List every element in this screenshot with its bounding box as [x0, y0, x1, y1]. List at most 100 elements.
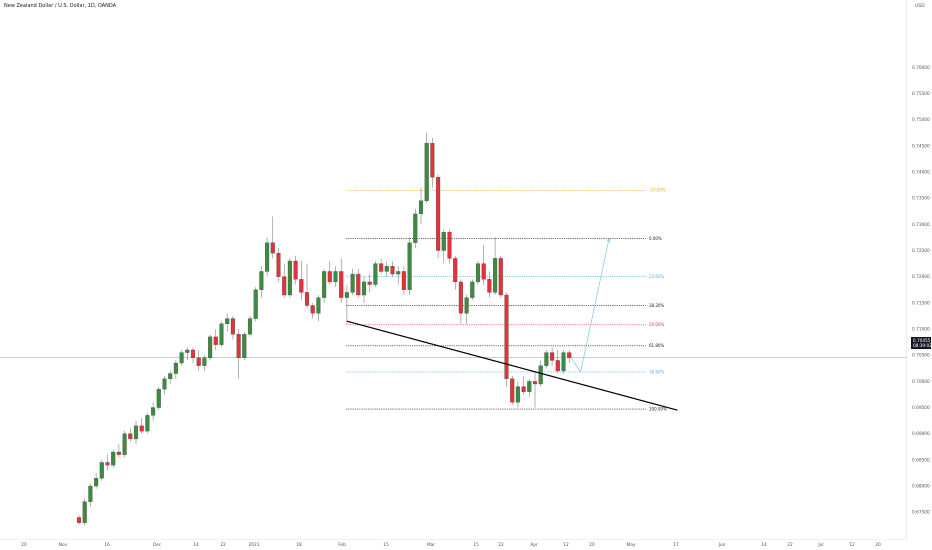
candle-body: [470, 281, 475, 298]
x-tick-label: 14: [761, 542, 767, 548]
candle-body: [567, 352, 572, 358]
projection-arrow: [570, 238, 610, 373]
y-tick-label: 0.68000: [912, 484, 930, 490]
y-tick-label: 0.69500: [912, 405, 930, 411]
x-tick-label: 12: [563, 542, 569, 548]
x-tick-label: Jul: [817, 542, 823, 548]
candle-body: [390, 266, 395, 275]
fib-level-label: 23.60%: [649, 274, 664, 279]
candle-body: [453, 258, 458, 283]
candle-body: [88, 485, 93, 502]
x-tick-label: 15: [473, 542, 479, 548]
trendline: [346, 320, 678, 411]
candle-body: [532, 381, 538, 385]
y-tick-label: 0.71500: [912, 300, 930, 306]
y-tick-label: 0.74000: [912, 170, 930, 176]
candle-body: [230, 318, 235, 335]
candle-body: [413, 213, 418, 243]
candle-body: [219, 323, 224, 345]
candle-body: [504, 294, 509, 379]
x-tick-label: Dec: [153, 542, 162, 548]
y-tick-label: 0.70000: [912, 379, 930, 385]
candle-body: [367, 281, 372, 285]
candle-body: [190, 349, 196, 358]
x-tick-label: 20: [21, 542, 27, 548]
x-tick-label: 20: [875, 542, 881, 548]
candle-body: [287, 260, 292, 296]
candle-body: [498, 258, 503, 296]
candle-body: [247, 318, 253, 335]
candle-body: [168, 373, 173, 379]
candle-body: [521, 386, 526, 392]
candle-body: [133, 425, 139, 440]
candle-body: [208, 336, 213, 358]
x-tick-label: 22: [498, 542, 504, 548]
candle-body: [327, 271, 332, 283]
x-tick-label: 15: [383, 542, 389, 548]
chart-title: New Zealand Dollar / U.S. Dollar, 1D, OA…: [4, 3, 117, 9]
x-tick-label: 17: [673, 542, 679, 548]
candle-body: [304, 292, 310, 306]
candle-body: [550, 352, 555, 361]
candle-body: [276, 252, 281, 277]
candle-body: [94, 478, 99, 487]
y-tick-label: 0.71000: [912, 327, 930, 333]
fib-level-label: 61.80%: [649, 343, 664, 348]
x-tick-label: 16: [104, 542, 110, 548]
candle-body: [361, 281, 367, 296]
candle-body: [162, 378, 167, 390]
candle-body: [116, 451, 121, 455]
candle-body: [555, 360, 560, 372]
bar-countdown: 08:39:02: [913, 343, 932, 348]
candle-body: [430, 143, 435, 178]
candle-body: [344, 292, 349, 298]
candle-body: [76, 517, 82, 523]
candle-body: [515, 386, 520, 403]
candle-body: [122, 433, 127, 455]
y-tick-label: 0.68500: [912, 457, 930, 463]
candle-body: [464, 297, 469, 314]
candle-body: [105, 462, 110, 466]
candle-body: [270, 242, 275, 254]
candle-body: [561, 352, 566, 372]
current-price-value: 0.70455: [913, 338, 931, 343]
candle-body: [145, 415, 150, 432]
projection-arrowhead: [606, 237, 611, 243]
y-tick-label: 0.72000: [912, 274, 930, 280]
x-tick-label: Apr: [530, 542, 538, 548]
candle-body: [236, 334, 241, 358]
candle-body: [299, 279, 304, 293]
candle-body: [225, 318, 230, 324]
x-tick-label: Jun: [718, 542, 726, 548]
candle-body: [179, 352, 184, 364]
candle-body: [339, 271, 344, 298]
x-tick-label: 20: [589, 542, 595, 548]
x-tick-label: May: [627, 542, 636, 548]
currency-label: USD: [915, 4, 925, 9]
fib-level-label: 100.00%: [649, 407, 667, 412]
candle-body: [265, 242, 270, 272]
candle-body: [82, 501, 87, 523]
candle-body: [242, 334, 247, 358]
candle-body: [373, 263, 378, 285]
y-tick-label: 0.76000: [912, 65, 930, 71]
candle-body: [356, 273, 361, 296]
candle-body: [185, 349, 190, 353]
y-tick-label: 0.75500: [912, 91, 930, 97]
candle-body: [401, 271, 406, 290]
candle-body: [213, 336, 218, 345]
candle-body: [293, 260, 298, 280]
x-tick-label: Mar: [427, 542, 435, 548]
candle-body: [202, 357, 207, 366]
candle-body: [333, 271, 338, 283]
candle-body: [407, 242, 412, 290]
fib-level-label: 78.60%: [649, 369, 664, 374]
candle-body: [510, 378, 515, 403]
x-tick-label: Nov: [59, 542, 68, 548]
candle-body: [396, 271, 401, 275]
fib-level-label: 50.00%: [649, 322, 664, 327]
fib-level-label: 0.00%: [649, 236, 662, 241]
candle-body: [441, 232, 446, 251]
candle-body: [527, 381, 532, 392]
